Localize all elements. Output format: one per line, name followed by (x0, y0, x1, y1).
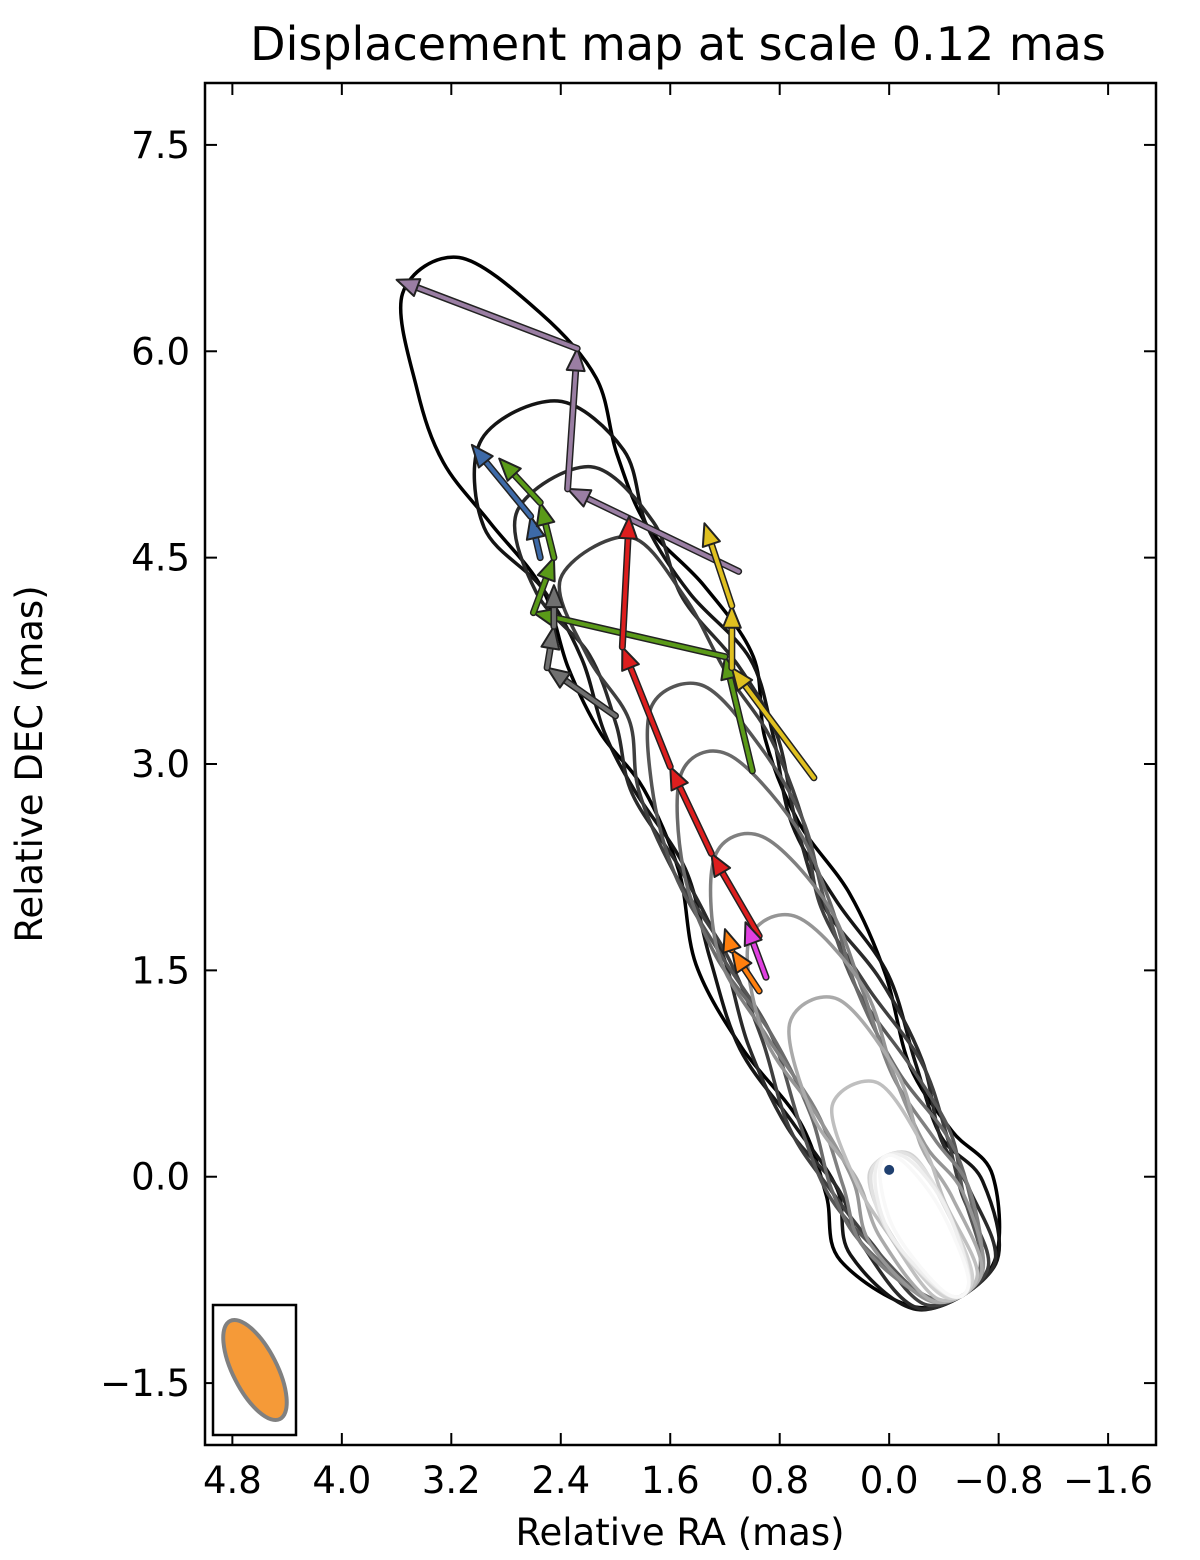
vector-head (546, 666, 572, 689)
vector-head (536, 556, 556, 583)
y-tick-label: 4.5 (131, 537, 190, 580)
vector-shaft (483, 459, 533, 519)
vector-head (618, 515, 639, 540)
vector-head (498, 457, 522, 482)
y-tick-label: −1.5 (100, 1362, 190, 1405)
vector-shaft (531, 576, 549, 615)
chart-title: Displacement map at scale 0.12 mas (250, 17, 1106, 71)
vector-shaft (628, 665, 673, 769)
x-tick-label: 4.0 (312, 1459, 371, 1502)
vector-head (621, 646, 640, 672)
vector-head (722, 928, 742, 954)
core-marker (884, 1164, 895, 1175)
vector-head (701, 522, 721, 548)
vector-head (540, 625, 561, 651)
vector-series (540, 584, 620, 720)
vector-head (566, 487, 593, 508)
vector-shaft (620, 536, 631, 650)
vector-shaft (533, 535, 543, 560)
vector-shaft (720, 870, 762, 938)
contour-level (557, 535, 991, 1308)
contour-level (472, 399, 1001, 1312)
contour-level (829, 1079, 980, 1303)
vector-head (565, 347, 586, 373)
vector-head (721, 604, 742, 629)
x-tick-label: 4.8 (203, 1459, 262, 1502)
y-tick-label: 6.0 (131, 330, 190, 373)
vector-head (710, 852, 732, 878)
beam-box (211, 1303, 298, 1437)
contour-level (645, 681, 985, 1304)
contour-level (675, 749, 983, 1303)
vector-head (543, 584, 564, 609)
contour-level (877, 1153, 971, 1299)
plot-frame (203, 81, 1158, 1447)
vector-head (730, 666, 754, 692)
x-tick-label: 1.6 (641, 1459, 700, 1502)
vector-shaft (415, 285, 580, 351)
vector-shaft (512, 472, 543, 505)
vector-shaft (741, 966, 762, 993)
vector-head (470, 443, 494, 469)
x-tick-label: 0.0 (860, 1459, 919, 1502)
x-tick-label: 2.4 (531, 1459, 590, 1502)
vector-shaft (677, 784, 714, 856)
y-tick-label: 0.0 (131, 1156, 190, 1199)
intensity-contours (398, 255, 1002, 1312)
x-axis-label: Relative RA (mas) (515, 1511, 844, 1554)
vector-series (395, 278, 743, 575)
vector-series (701, 522, 818, 782)
y-tick-label: 7.5 (131, 124, 190, 167)
y-tick-label: 3.0 (131, 743, 190, 786)
contour-level (398, 255, 1002, 1310)
beam-ellipse (221, 1317, 289, 1423)
axis-ticks: 4.8 4.0 3.2 2.4 1.6 0.8 0.0 −0.8 −1.6 7.5 6.0 4.5 3.… (100, 83, 1156, 1502)
x-tick-label: −1.6 (1063, 1459, 1153, 1502)
y-tick-label: 1.5 (131, 949, 190, 992)
vector-shaft (565, 368, 578, 491)
vector-head (730, 948, 753, 975)
vector-shaft (545, 646, 553, 670)
vector-shaft (742, 683, 816, 780)
vector-series (722, 928, 763, 995)
vector-head (395, 278, 422, 297)
vector-series (743, 921, 770, 981)
vector-head (743, 921, 763, 947)
vector-head (669, 765, 689, 792)
vector-shaft (728, 676, 755, 773)
vector-head (535, 501, 556, 528)
vector-shaft (709, 542, 734, 608)
vector-series (618, 515, 763, 940)
displacement-vectors (395, 278, 818, 995)
x-tick-label: 0.8 (750, 1459, 809, 1502)
vector-shaft (552, 615, 727, 659)
vector-series (498, 457, 756, 775)
x-tick-label: 3.2 (422, 1459, 481, 1502)
y-axis-label: Relative DEC (mas) (8, 585, 51, 942)
vector-shaft (543, 521, 556, 560)
x-tick-label: −0.8 (954, 1459, 1044, 1502)
vector-shaft (563, 678, 618, 718)
vector-shaft (751, 940, 769, 980)
vector-series (470, 443, 546, 562)
